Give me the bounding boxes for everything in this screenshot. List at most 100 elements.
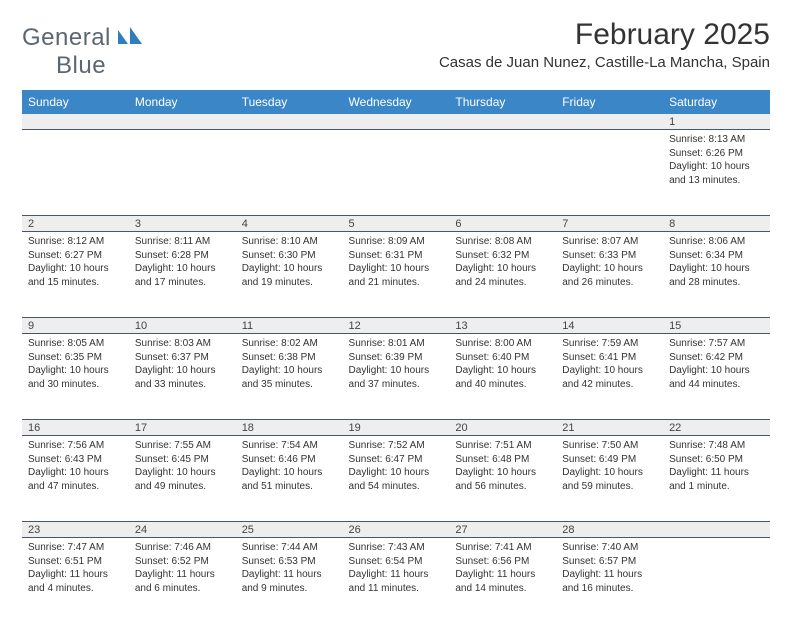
daylight-line: Daylight: 10 hours and 28 minutes. bbox=[669, 262, 764, 289]
day-number: 8 bbox=[669, 218, 675, 230]
day-detail-cell bbox=[449, 130, 556, 216]
sunrise-line: Sunrise: 8:11 AM bbox=[135, 235, 230, 249]
sunset-line: Sunset: 6:39 PM bbox=[349, 351, 444, 365]
sunset-line: Sunset: 6:42 PM bbox=[669, 351, 764, 365]
day-number: 24 bbox=[135, 524, 147, 536]
day-detail-cell: Sunrise: 8:03 AMSunset: 6:37 PMDaylight:… bbox=[129, 334, 236, 420]
day-number-cell: 7 bbox=[556, 216, 663, 232]
day-detail-row: Sunrise: 7:56 AMSunset: 6:43 PMDaylight:… bbox=[22, 436, 770, 522]
sunrise-line: Sunrise: 8:07 AM bbox=[562, 235, 657, 249]
day-details: Sunrise: 7:54 AMSunset: 6:46 PMDaylight:… bbox=[242, 439, 337, 493]
weekday-header: Thursday bbox=[449, 90, 556, 114]
daylight-line: Daylight: 10 hours and 37 minutes. bbox=[349, 364, 444, 391]
day-detail-cell: Sunrise: 7:43 AMSunset: 6:54 PMDaylight:… bbox=[343, 538, 450, 624]
sunset-line: Sunset: 6:30 PM bbox=[242, 249, 337, 263]
weekday-header: Wednesday bbox=[343, 90, 450, 114]
sunset-line: Sunset: 6:26 PM bbox=[669, 147, 764, 161]
daylight-line: Daylight: 10 hours and 21 minutes. bbox=[349, 262, 444, 289]
sunrise-line: Sunrise: 7:44 AM bbox=[242, 541, 337, 555]
day-details: Sunrise: 7:57 AMSunset: 6:42 PMDaylight:… bbox=[669, 337, 764, 391]
day-number-cell: 22 bbox=[663, 420, 770, 436]
day-detail-cell: Sunrise: 7:44 AMSunset: 6:53 PMDaylight:… bbox=[236, 538, 343, 624]
day-details: Sunrise: 8:02 AMSunset: 6:38 PMDaylight:… bbox=[242, 337, 337, 391]
day-detail-cell: Sunrise: 7:41 AMSunset: 6:56 PMDaylight:… bbox=[449, 538, 556, 624]
day-number-cell: 16 bbox=[22, 420, 129, 436]
day-number: 6 bbox=[455, 218, 461, 230]
sunrise-line: Sunrise: 7:50 AM bbox=[562, 439, 657, 453]
sunset-line: Sunset: 6:57 PM bbox=[562, 555, 657, 569]
day-number-cell: 25 bbox=[236, 522, 343, 538]
day-detail-cell: Sunrise: 7:48 AMSunset: 6:50 PMDaylight:… bbox=[663, 436, 770, 522]
sunset-line: Sunset: 6:56 PM bbox=[455, 555, 550, 569]
day-detail-row: Sunrise: 7:47 AMSunset: 6:51 PMDaylight:… bbox=[22, 538, 770, 624]
daylight-line: Daylight: 11 hours and 6 minutes. bbox=[135, 568, 230, 595]
day-details: Sunrise: 8:06 AMSunset: 6:34 PMDaylight:… bbox=[669, 235, 764, 289]
day-number: 16 bbox=[28, 422, 40, 434]
day-number-cell bbox=[449, 114, 556, 130]
day-number: 20 bbox=[455, 422, 467, 434]
day-number-cell: 20 bbox=[449, 420, 556, 436]
day-number: 1 bbox=[669, 116, 675, 128]
daylight-line: Daylight: 10 hours and 17 minutes. bbox=[135, 262, 230, 289]
day-number: 14 bbox=[562, 320, 574, 332]
daylight-line: Daylight: 10 hours and 30 minutes. bbox=[28, 364, 123, 391]
day-number: 25 bbox=[242, 524, 254, 536]
day-details: Sunrise: 8:12 AMSunset: 6:27 PMDaylight:… bbox=[28, 235, 123, 289]
sunset-line: Sunset: 6:49 PM bbox=[562, 453, 657, 467]
day-number-cell: 9 bbox=[22, 318, 129, 334]
sunset-line: Sunset: 6:27 PM bbox=[28, 249, 123, 263]
day-details: Sunrise: 8:10 AMSunset: 6:30 PMDaylight:… bbox=[242, 235, 337, 289]
day-number: 18 bbox=[242, 422, 254, 434]
day-number: 4 bbox=[242, 218, 248, 230]
brand-word2: Blue bbox=[56, 52, 106, 79]
day-details: Sunrise: 8:01 AMSunset: 6:39 PMDaylight:… bbox=[349, 337, 444, 391]
day-number-row: 2345678 bbox=[22, 216, 770, 232]
day-detail-cell: Sunrise: 8:02 AMSunset: 6:38 PMDaylight:… bbox=[236, 334, 343, 420]
day-number-cell: 15 bbox=[663, 318, 770, 334]
day-number-cell: 10 bbox=[129, 318, 236, 334]
day-number: 26 bbox=[349, 524, 361, 536]
day-details: Sunrise: 7:50 AMSunset: 6:49 PMDaylight:… bbox=[562, 439, 657, 493]
sunrise-line: Sunrise: 7:59 AM bbox=[562, 337, 657, 351]
day-detail-cell bbox=[663, 538, 770, 624]
day-detail-cell: Sunrise: 8:12 AMSunset: 6:27 PMDaylight:… bbox=[22, 232, 129, 318]
sunrise-line: Sunrise: 7:57 AM bbox=[669, 337, 764, 351]
day-number: 9 bbox=[28, 320, 34, 332]
daylight-line: Daylight: 10 hours and 40 minutes. bbox=[455, 364, 550, 391]
sunset-line: Sunset: 6:48 PM bbox=[455, 453, 550, 467]
day-detail-cell: Sunrise: 8:00 AMSunset: 6:40 PMDaylight:… bbox=[449, 334, 556, 420]
day-detail-cell: Sunrise: 8:05 AMSunset: 6:35 PMDaylight:… bbox=[22, 334, 129, 420]
day-number-cell: 6 bbox=[449, 216, 556, 232]
sunrise-line: Sunrise: 7:54 AM bbox=[242, 439, 337, 453]
sunset-line: Sunset: 6:28 PM bbox=[135, 249, 230, 263]
sunrise-line: Sunrise: 8:05 AM bbox=[28, 337, 123, 351]
sunset-line: Sunset: 6:50 PM bbox=[669, 453, 764, 467]
day-detail-cell: Sunrise: 8:08 AMSunset: 6:32 PMDaylight:… bbox=[449, 232, 556, 318]
day-details: Sunrise: 7:48 AMSunset: 6:50 PMDaylight:… bbox=[669, 439, 764, 493]
sunset-line: Sunset: 6:45 PM bbox=[135, 453, 230, 467]
day-detail-cell: Sunrise: 7:50 AMSunset: 6:49 PMDaylight:… bbox=[556, 436, 663, 522]
day-number-cell: 3 bbox=[129, 216, 236, 232]
day-number-cell: 13 bbox=[449, 318, 556, 334]
day-number-row: 232425262728 bbox=[22, 522, 770, 538]
day-number-cell: 5 bbox=[343, 216, 450, 232]
day-details: Sunrise: 7:59 AMSunset: 6:41 PMDaylight:… bbox=[562, 337, 657, 391]
sunrise-line: Sunrise: 7:51 AM bbox=[455, 439, 550, 453]
day-number: 27 bbox=[455, 524, 467, 536]
day-detail-cell: Sunrise: 8:10 AMSunset: 6:30 PMDaylight:… bbox=[236, 232, 343, 318]
day-details: Sunrise: 8:08 AMSunset: 6:32 PMDaylight:… bbox=[455, 235, 550, 289]
day-number-cell: 8 bbox=[663, 216, 770, 232]
day-number-cell: 18 bbox=[236, 420, 343, 436]
day-detail-cell: Sunrise: 7:59 AMSunset: 6:41 PMDaylight:… bbox=[556, 334, 663, 420]
day-details: Sunrise: 8:13 AMSunset: 6:26 PMDaylight:… bbox=[669, 133, 764, 187]
daylight-line: Daylight: 11 hours and 4 minutes. bbox=[28, 568, 123, 595]
weekday-header: Friday bbox=[556, 90, 663, 114]
header: General Blue February 2025 Casas de Juan… bbox=[22, 18, 770, 80]
sunset-line: Sunset: 6:51 PM bbox=[28, 555, 123, 569]
day-number-cell bbox=[22, 114, 129, 130]
weekday-header: Monday bbox=[129, 90, 236, 114]
day-details: Sunrise: 7:40 AMSunset: 6:57 PMDaylight:… bbox=[562, 541, 657, 595]
location-subtitle: Casas de Juan Nunez, Castille-La Mancha,… bbox=[439, 54, 770, 71]
day-number-row: 9101112131415 bbox=[22, 318, 770, 334]
day-number-cell bbox=[236, 114, 343, 130]
